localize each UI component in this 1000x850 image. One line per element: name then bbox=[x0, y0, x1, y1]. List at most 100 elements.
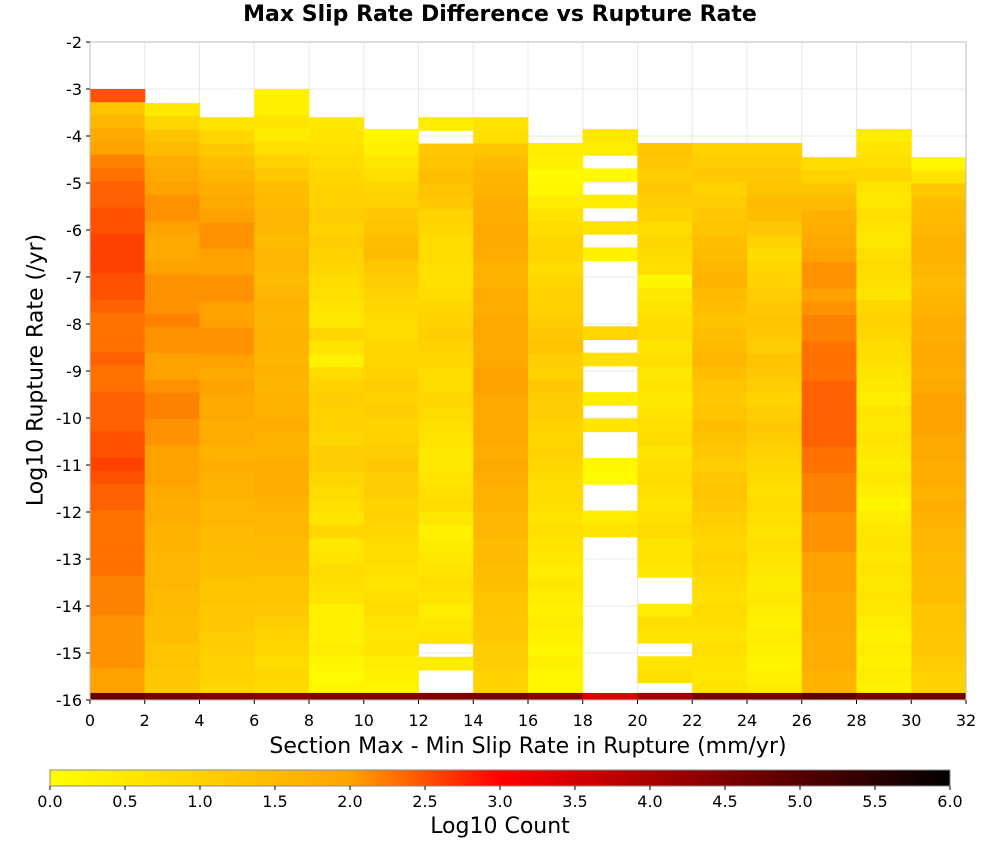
heatmap-cell bbox=[856, 405, 912, 419]
heatmap-cell bbox=[856, 300, 912, 314]
x-tick-label: 16 bbox=[518, 711, 538, 730]
heatmap-cell bbox=[582, 247, 638, 262]
heatmap-cell bbox=[528, 445, 584, 460]
heatmap-cell bbox=[801, 525, 857, 540]
heatmap-cell bbox=[254, 628, 310, 643]
heatmap-cell bbox=[528, 195, 584, 210]
chart-title: Max Slip Rate Difference vs Rupture Rate bbox=[243, 2, 757, 27]
heatmap-cell bbox=[199, 472, 255, 487]
heatmap-cell bbox=[418, 656, 474, 671]
heatmap-cell bbox=[856, 484, 912, 498]
heatmap-cell bbox=[144, 668, 200, 683]
heatmap-cell bbox=[528, 643, 584, 657]
heatmap-cell bbox=[199, 301, 255, 316]
heatmap-cell bbox=[309, 630, 365, 645]
heatmap-cell bbox=[90, 575, 146, 590]
colorbar-tick-label: 3.5 bbox=[562, 792, 587, 811]
heatmap-cell bbox=[254, 246, 310, 261]
heatmap-cell bbox=[90, 339, 146, 353]
heatmap-cell bbox=[90, 181, 146, 195]
heatmap-cell bbox=[747, 235, 803, 249]
heatmap-cell bbox=[254, 312, 310, 327]
heatmap-cell bbox=[254, 510, 310, 524]
heatmap-cell bbox=[418, 604, 474, 618]
heatmap-cell bbox=[144, 339, 200, 354]
heatmap-cell bbox=[418, 275, 474, 289]
heatmap-cell bbox=[747, 287, 803, 302]
heatmap-cell bbox=[473, 630, 529, 645]
heatmap-cell bbox=[856, 536, 912, 551]
heatmap-cell bbox=[363, 629, 419, 643]
heatmap-cell bbox=[637, 537, 693, 552]
heatmap-cell bbox=[363, 431, 419, 446]
heatmap-cell bbox=[309, 301, 365, 316]
heatmap-cell bbox=[473, 551, 529, 566]
heatmap-cell bbox=[747, 485, 803, 499]
heatmap-cell bbox=[418, 367, 474, 381]
heatmap-cell bbox=[309, 656, 365, 671]
heatmap-cell bbox=[309, 275, 365, 289]
heatmap-cell bbox=[363, 563, 419, 577]
heatmap-cell bbox=[254, 418, 310, 432]
heatmap-cell bbox=[90, 602, 146, 616]
heatmap-cell bbox=[473, 683, 529, 694]
heatmap-cell bbox=[637, 616, 693, 631]
heatmap-cell bbox=[363, 365, 419, 380]
heatmap-cell bbox=[418, 380, 474, 395]
heatmap-cell bbox=[692, 616, 748, 631]
heatmap-cell bbox=[199, 367, 255, 381]
heatmap-cell bbox=[90, 668, 146, 682]
heatmap-cell bbox=[911, 538, 967, 553]
heatmap-cell bbox=[856, 589, 912, 604]
heatmap-cell bbox=[254, 457, 310, 472]
heatmap-cell bbox=[637, 222, 693, 236]
heatmap-cell bbox=[309, 288, 365, 302]
heatmap-cell bbox=[473, 261, 529, 276]
heatmap-cell bbox=[363, 378, 419, 393]
heatmap-cell bbox=[199, 393, 255, 408]
heatmap-cell bbox=[528, 143, 584, 157]
heatmap-cell bbox=[254, 207, 310, 222]
heatmap-cell bbox=[418, 354, 474, 368]
colorbar-tick-label: 4.0 bbox=[637, 792, 662, 811]
heatmap-cell bbox=[801, 459, 857, 474]
heatmap-cell bbox=[199, 485, 255, 500]
heatmap-cell bbox=[199, 604, 255, 618]
heatmap-cell bbox=[692, 564, 748, 578]
heatmap-cell bbox=[309, 683, 365, 694]
heatmap-cell bbox=[637, 498, 693, 513]
heatmap-cell bbox=[856, 629, 912, 643]
heatmap-cell bbox=[747, 406, 803, 420]
heatmap-cell bbox=[363, 352, 419, 367]
heatmap-cell bbox=[473, 340, 529, 355]
heatmap-cell bbox=[309, 406, 365, 421]
heatmap-cell bbox=[418, 235, 474, 250]
heatmap-cell bbox=[199, 512, 255, 526]
x-tick-label: 26 bbox=[792, 711, 812, 730]
heatmap-cell bbox=[911, 525, 967, 540]
heatmap-cell bbox=[692, 182, 748, 197]
x-axis-label: Section Max - Min Slip Rate in Rupture (… bbox=[269, 734, 787, 759]
heatmap-cell bbox=[856, 655, 912, 670]
heatmap-cell bbox=[363, 260, 419, 275]
colorbar-tick-label: 6.0 bbox=[937, 792, 962, 811]
heatmap-cell bbox=[911, 262, 967, 277]
heatmap-cell bbox=[254, 654, 310, 669]
heatmap-cell bbox=[473, 156, 529, 171]
heatmap-cell bbox=[309, 485, 365, 500]
heatmap-cell-bottom bbox=[199, 692, 255, 700]
heatmap-cell bbox=[637, 195, 693, 210]
heatmap-cell bbox=[144, 129, 200, 144]
heatmap-cell bbox=[418, 551, 474, 566]
heatmap-cell bbox=[692, 274, 748, 289]
heatmap-cell bbox=[473, 459, 529, 474]
heatmap-cell bbox=[747, 458, 803, 473]
heatmap-cell bbox=[911, 341, 967, 356]
heatmap-cell-bottom bbox=[254, 692, 310, 700]
heatmap-cell bbox=[856, 326, 912, 341]
heatmap-cell bbox=[692, 169, 748, 184]
heatmap-cell bbox=[801, 472, 857, 487]
heatmap-cell bbox=[637, 287, 693, 302]
heatmap-cell bbox=[747, 669, 803, 684]
heatmap-cell bbox=[144, 392, 200, 407]
